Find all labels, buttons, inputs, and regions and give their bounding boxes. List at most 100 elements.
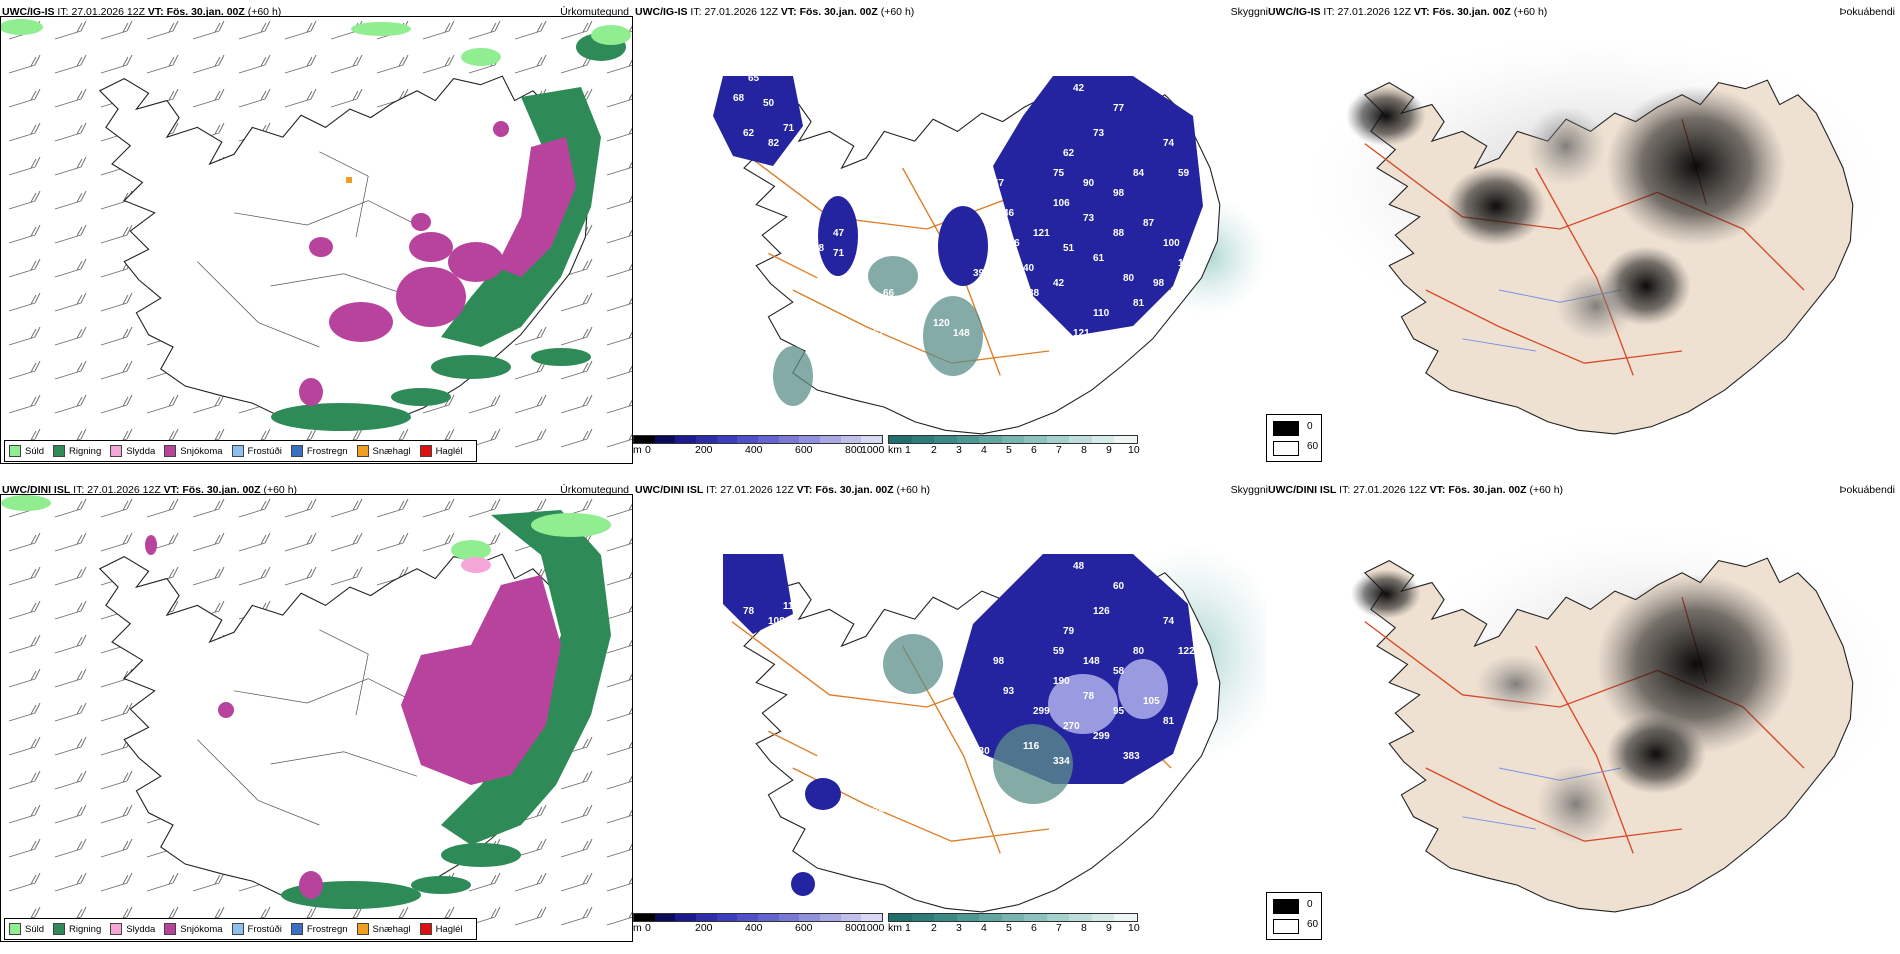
low-cloud-areas xyxy=(713,76,1203,336)
legend-item: Snæhagl xyxy=(356,923,411,935)
cloud-base-value: 145 xyxy=(933,796,950,807)
panel-name: Úrkomutegund xyxy=(560,484,629,496)
cloud-base-value: 50 xyxy=(763,98,775,109)
cloud-base-value: 86 xyxy=(883,766,895,777)
visibility-colorbar: km 1 2 3 4 5 6 7 8 9 10 xyxy=(888,913,1140,943)
cloud-base-value: 100 xyxy=(1163,238,1180,249)
cloud-base-value: 77 xyxy=(1113,103,1125,114)
fog-panel-row1: UWC/IG-IS IT: 27.01.2026 12Z VT: Fös. 30… xyxy=(1266,0,1899,476)
drizzle-areas xyxy=(0,19,631,66)
cloud-base-value: 114 xyxy=(1178,258,1195,269)
panel-name: Skyggni xyxy=(1230,484,1268,496)
cloud-base-value: 82 xyxy=(768,138,780,149)
cloud-base-value: 122 xyxy=(1178,646,1195,657)
fog-map xyxy=(1351,524,1896,913)
cloud-base-value: 11 xyxy=(913,846,924,857)
cloud-base-value: 74 xyxy=(1163,616,1175,627)
cloud-base-value: 123 xyxy=(883,831,900,842)
fog-areas xyxy=(1346,86,1786,341)
cloud-base-value: 57 xyxy=(833,706,845,717)
cloud-base-value: 88 xyxy=(1113,228,1125,239)
cloud-base-labels: 110 78 108 30 57 48 60 126 79 59 148 58 80 74 122 190 78… xyxy=(743,561,1195,857)
cloud-base-value: 116 xyxy=(1023,741,1040,752)
cloud-base-value: 108 xyxy=(768,616,785,627)
cloud-base-value: 46 xyxy=(1003,208,1015,219)
cloud-map: 110 78 108 30 57 48 60 126 79 59 148 58 80 74 122 190 78… xyxy=(723,544,1266,913)
cloud-base-colorbar: m 0 200 400 600 800 1000 xyxy=(633,913,884,943)
cloud-base-value: 75 xyxy=(1053,168,1065,179)
cloud-base-value: 59 xyxy=(1053,646,1065,657)
cloud-base-value: 230 xyxy=(973,746,990,757)
cloud-base-value: 109 xyxy=(913,368,930,379)
cloud-base-value: 269 xyxy=(1178,736,1195,747)
cloud-base-value: 88 xyxy=(1028,288,1040,299)
cloud-base-value: 93 xyxy=(1003,686,1015,697)
cloud-base-value: 80 xyxy=(1123,273,1135,284)
iceland-outline xyxy=(99,75,589,431)
panel-name: Skyggni xyxy=(1230,6,1268,18)
legend-item: Frostúði xyxy=(231,923,282,935)
legend-item: Snjókoma xyxy=(164,445,223,457)
cloud-base-value: 42 xyxy=(1053,278,1065,289)
cloud-base-value: 98 xyxy=(1113,188,1125,199)
cloud-base-value: 45 xyxy=(883,353,895,364)
cloud-base-value: 58 xyxy=(1113,666,1125,677)
cloud-base-value: 105 xyxy=(1143,696,1160,707)
cloud-base-colorbar: m 0 200 400 600 800 1000 xyxy=(633,435,884,465)
cloud-base-value: 110 xyxy=(1093,308,1110,319)
precip-map xyxy=(0,17,632,463)
panel-name: Þokuábendi xyxy=(1839,6,1895,18)
cloud-base-value: 78 xyxy=(813,243,825,254)
cloud-base-value: 59 xyxy=(1178,168,1190,179)
precip-type-panel-row1: UWC/IG-IS IT: 27.01.2026 12Z VT: Fös. 30… xyxy=(0,0,633,476)
cloud-base-value: 73 xyxy=(1083,213,1095,224)
panel-title: UWC/DINI ISL IT: 27.01.2026 12Z VT: Fös.… xyxy=(1268,484,1564,496)
fog-areas xyxy=(1351,569,1796,844)
cloud-base-value: 98 xyxy=(993,656,1005,667)
cloud-base-value: 110 xyxy=(783,601,800,612)
cloud-base-value: 84 xyxy=(1133,168,1145,179)
cloud-base-value: 47 xyxy=(833,228,845,239)
cloud-base-value: 61 xyxy=(1093,253,1105,264)
fog-map xyxy=(1306,36,1886,435)
low-cloud-areas xyxy=(723,554,1198,896)
cloud-base-value: 51 xyxy=(1063,243,1075,254)
panel-title: UWC/DINI ISL IT: 27.01.2026 12Z VT: Fös.… xyxy=(635,484,931,496)
legend-item: Slydda xyxy=(110,923,155,935)
cloud-base-value: 90 xyxy=(1083,178,1095,189)
panel-title: UWC/DINI ISL IT: 27.01.2026 12Z VT: Fös.… xyxy=(2,484,298,496)
cloud-base-value: 116 xyxy=(963,388,980,399)
visibility-areas xyxy=(883,634,1073,804)
cloud-base-value: 121 xyxy=(1073,328,1090,339)
precip-legend: Súld Rigning Slydda Snjókoma Frostúði Fr… xyxy=(4,918,477,940)
cloud-base-value: 30 xyxy=(813,721,825,732)
fog-legend: 0 60 xyxy=(1266,414,1322,462)
cloud-base-value: 79 xyxy=(873,806,885,817)
cloud-base-value: 86 xyxy=(983,408,995,419)
map-frame xyxy=(0,16,633,464)
precip-map xyxy=(1,495,632,941)
cloud-base-value: 80 xyxy=(1133,646,1145,657)
cloud-base-value: 106 xyxy=(1053,198,1070,209)
cloud-base-value: 334 xyxy=(1053,756,1070,767)
cloud-base-value: 148 xyxy=(1083,656,1100,667)
panel-title: UWC/IG-IS IT: 27.01.2026 12Z VT: Fös. 30… xyxy=(1268,6,1548,18)
cloud-base-value: 22 xyxy=(803,408,815,419)
high-cloud-base-areas xyxy=(1048,659,1168,734)
legend-item: Haglél xyxy=(419,923,463,935)
legend-item: Rigning xyxy=(53,923,101,935)
cloud-base-value: 60 xyxy=(1113,581,1125,592)
cloud-base-value: 98 xyxy=(1153,278,1165,289)
cloud-base-value: 190 xyxy=(1053,676,1070,687)
cloud-base-value: 66 xyxy=(883,288,895,299)
cloud-base-value: 47 xyxy=(993,178,1005,189)
cloud-base-value: 383 xyxy=(1123,751,1140,762)
cloud-base-value: 40 xyxy=(1023,263,1035,274)
visibility-colorbar: km 1 2 3 4 5 6 7 8 9 10 xyxy=(888,435,1140,465)
cloud-base-value: 81 xyxy=(1133,298,1145,309)
panel-name: Þokuábendi xyxy=(1839,484,1895,496)
cloud-base-value: 73 xyxy=(1093,128,1105,139)
legend-item: Snjókoma xyxy=(164,923,223,935)
cloud-base-value: 39 xyxy=(973,268,985,279)
